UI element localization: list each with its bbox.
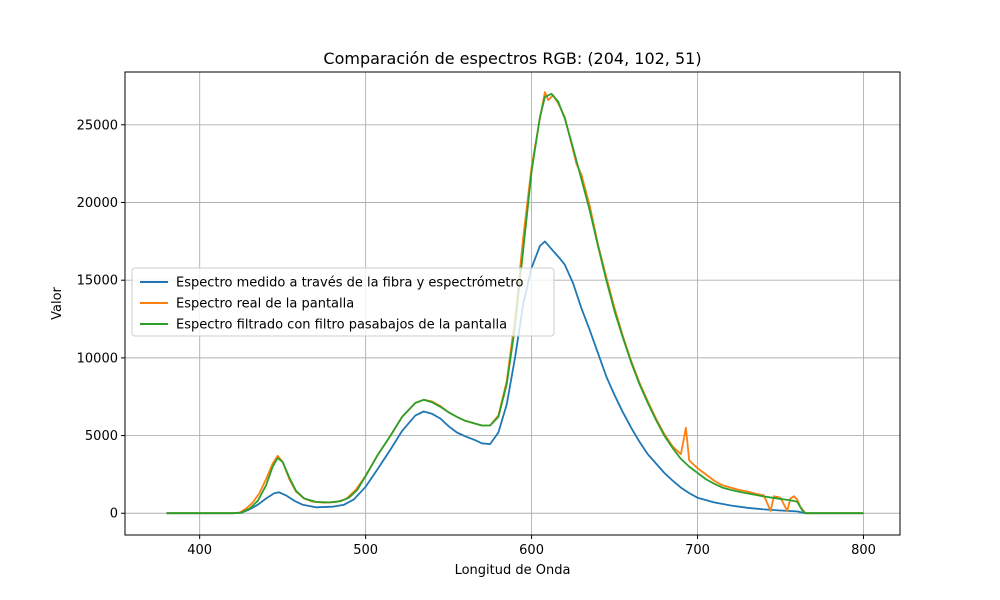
y-axis-ticks: 0 5000 10000 15000 20000 25000 (77, 118, 125, 522)
y-tick-label: 15000 (77, 274, 118, 289)
legend: Espectro medido a través de la fibra y e… (131, 267, 555, 337)
legend-label: Espectro filtrado con filtro pasabajos d… (176, 318, 507, 333)
x-tick-label: 500 (353, 543, 378, 558)
y-tick-label: 20000 (77, 196, 118, 211)
x-axis-label: Longitud de Onda (455, 563, 571, 578)
plot-frame (124, 71, 901, 536)
legend-label: Espectro medido a través de la fibra y e… (176, 276, 523, 291)
series-layer (166, 91, 864, 515)
y-tick-label: 0 (110, 507, 118, 522)
legend-label: Espectro real de la pantalla (176, 297, 354, 312)
series-line-espectro-medido-a-traves-de-la-fibra-y-espectrometro (166, 240, 864, 515)
y-tick-label: 5000 (85, 429, 118, 444)
x-axis-ticks: 400 500 600 700 800 (187, 535, 876, 558)
chart-title: Comparación de espectros RGB: (204, 102,… (323, 49, 701, 68)
x-tick-label: 700 (685, 543, 710, 558)
series-line-espectro-filtrado-con-filtro-pasabajos-de-la-pantalla (166, 92, 864, 515)
y-axis-label: Valor (50, 286, 65, 319)
y-tick-label: 10000 (77, 351, 118, 366)
x-tick-label: 400 (187, 543, 212, 558)
y-tick-label: 25000 (77, 118, 118, 133)
x-tick-label: 600 (519, 543, 544, 558)
legend-box (131, 267, 555, 337)
x-tick-label: 800 (851, 543, 876, 558)
